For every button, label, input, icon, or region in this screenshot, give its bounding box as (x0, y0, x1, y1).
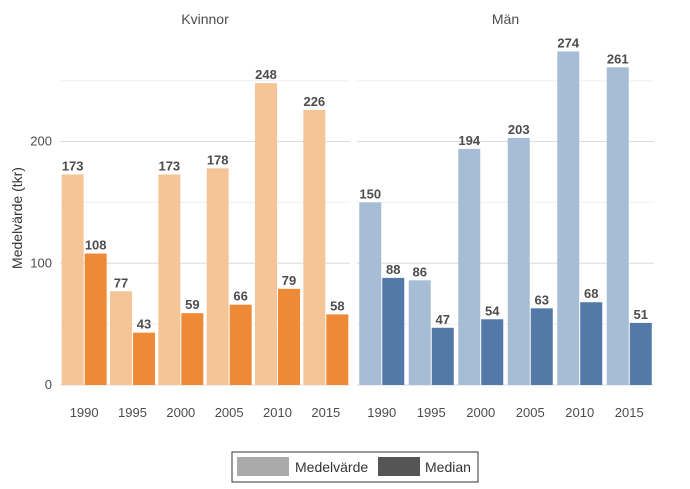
bar-median (181, 313, 204, 385)
data-label: 68 (584, 286, 598, 301)
bar-medelvarde (158, 174, 181, 385)
data-label: 51 (634, 307, 648, 322)
x-tick-label: 2015 (311, 405, 340, 420)
bar-median (326, 314, 349, 385)
x-tick-label: 1990 (367, 405, 396, 420)
bar-medelvarde (61, 174, 84, 385)
bar-median (530, 308, 553, 385)
data-label: 261 (607, 51, 629, 66)
data-label: 178 (207, 152, 229, 167)
bar-median (229, 304, 252, 385)
bar-median (431, 327, 454, 385)
x-tick-label: 2005 (516, 405, 545, 420)
data-label: 88 (386, 262, 400, 277)
bar-medelvarde (408, 280, 431, 385)
data-label: 47 (436, 312, 450, 327)
data-label: 86 (413, 264, 427, 279)
bar-medelvarde (606, 67, 629, 386)
data-label: 108 (85, 238, 107, 253)
bar-median (580, 302, 603, 385)
y-tick-label: 100 (30, 255, 52, 270)
data-label: 226 (303, 94, 325, 109)
facet-1: Män 150 88 1990 86 47 1995 194 54 2000 203 63 2005 27… (357, 11, 654, 420)
data-label: 150 (359, 186, 381, 201)
data-label: 79 (282, 273, 296, 288)
data-label: 173 (158, 158, 180, 173)
data-label: 43 (137, 317, 151, 332)
bar-median (629, 322, 652, 385)
bar-medelvarde (458, 148, 481, 385)
bar-medelvarde (303, 109, 326, 386)
data-label: 173 (62, 158, 84, 173)
facet-title: Män (492, 11, 519, 27)
bar-median (278, 288, 300, 385)
data-label: 54 (485, 303, 500, 318)
y-tick-label: 200 (30, 134, 52, 149)
x-tick-label: 1995 (417, 405, 446, 420)
x-tick-label: 2010 (565, 405, 594, 420)
bar-medelvarde (110, 291, 132, 385)
data-label: 63 (535, 292, 549, 307)
legend-label-median: Median (425, 459, 471, 475)
data-label: 203 (508, 122, 530, 137)
bar-medelvarde (557, 51, 580, 385)
data-label: 194 (458, 133, 480, 148)
legend-label-medelvarde: Medelvärde (295, 459, 368, 475)
bar-median (382, 277, 405, 385)
data-label: 66 (233, 289, 247, 304)
bar-medelvarde (206, 168, 229, 385)
data-label: 58 (330, 298, 344, 313)
legend-key-medelvarde (237, 457, 289, 476)
data-label: 59 (185, 297, 199, 312)
legend-key-median (378, 457, 420, 476)
facet-title: Kvinnor (181, 11, 229, 27)
x-tick-label: 1990 (70, 405, 99, 420)
x-tick-label: 2000 (166, 405, 195, 420)
data-label: 274 (557, 35, 579, 50)
legend: Medelvärde Median (231, 451, 479, 483)
x-tick-label: 2000 (466, 405, 495, 420)
x-tick-label: 2005 (215, 405, 244, 420)
x-tick-label: 1995 (118, 405, 147, 420)
x-tick-label: 2015 (615, 405, 644, 420)
y-tick-label: 0 (45, 377, 52, 392)
x-tick-label: 2010 (263, 405, 292, 420)
bar-medelvarde (507, 137, 530, 385)
data-label: 248 (255, 67, 277, 82)
bar-medelvarde (359, 202, 382, 385)
y-axis-title: Medelvärde (tkr) (9, 167, 25, 269)
bar-median (481, 319, 504, 385)
facet-0: Kvinnor 173 108 1990 77 43 1995 173 59 2000 178 66 2… (60, 11, 350, 420)
bar-medelvarde (255, 83, 277, 385)
bar-median (133, 332, 155, 385)
data-label: 77 (114, 275, 128, 290)
bar-median (84, 253, 107, 385)
